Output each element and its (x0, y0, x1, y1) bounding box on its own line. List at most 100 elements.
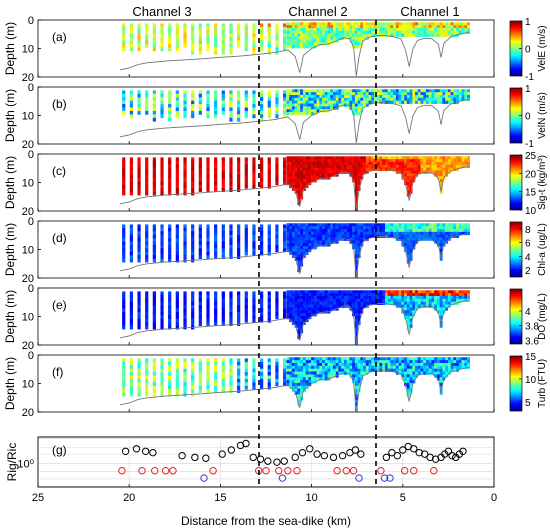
data-cell (343, 362, 347, 367)
data-cell (214, 234, 218, 239)
data-cell (311, 307, 315, 311)
data-cell (297, 240, 301, 244)
data-cell (404, 313, 408, 317)
data-cell (289, 106, 293, 110)
data-cell (214, 114, 218, 119)
data-cell (175, 181, 179, 186)
data-cell (302, 371, 306, 375)
data-cell (160, 375, 164, 380)
data-cell (206, 114, 210, 119)
data-cell (168, 117, 172, 122)
data-cell (286, 159, 290, 163)
data-cell (423, 290, 427, 294)
data-cell (374, 167, 377, 171)
data-cell (352, 240, 356, 244)
scatter-point-0 (399, 446, 407, 454)
data-cell (305, 109, 309, 113)
data-cell (122, 251, 126, 256)
data-cell (152, 255, 156, 260)
data-cell (434, 234, 438, 238)
data-cell (129, 238, 133, 242)
data-cell (335, 307, 339, 311)
data-cell (297, 313, 301, 317)
data-cell (183, 241, 187, 246)
data-cell (368, 94, 372, 99)
data-cell (368, 228, 372, 233)
data-cell (283, 375, 287, 380)
data-cell (244, 171, 248, 175)
colorbar-tick-label: 8 (525, 225, 531, 236)
data-cell (354, 301, 358, 305)
data-cell (294, 240, 298, 244)
data-cell (313, 164, 317, 169)
data-cell (305, 362, 309, 367)
data-cell (160, 171, 164, 175)
data-cell (423, 164, 427, 169)
data-cell (308, 298, 312, 303)
data-cell (461, 89, 465, 93)
data-cell (415, 295, 418, 300)
data-cell (183, 110, 187, 115)
data-cell (395, 293, 399, 297)
data-cell (352, 301, 356, 305)
data-cell (221, 382, 225, 387)
data-cell (252, 40, 256, 45)
data-cell (368, 33, 372, 37)
data-cell (439, 371, 443, 375)
data-cell (308, 97, 312, 102)
data-cell (283, 167, 287, 172)
data-cell (183, 305, 187, 309)
colorbar-tick-label: 0 (525, 112, 531, 123)
data-cell (349, 295, 353, 300)
data-cell (431, 226, 435, 230)
data-cell (160, 100, 164, 105)
data-cell (426, 164, 429, 169)
data-cell (294, 226, 298, 230)
data-cell (393, 360, 397, 364)
data-cell (360, 164, 364, 169)
data-cell (221, 43, 225, 48)
data-cell (168, 164, 172, 169)
data-cell (343, 231, 347, 236)
data-cell (183, 177, 187, 182)
data-cell (183, 40, 187, 45)
data-cell (122, 361, 126, 366)
data-cell (360, 106, 364, 110)
data-cell (412, 92, 416, 96)
data-cell (308, 161, 312, 166)
data-cell (352, 310, 356, 314)
data-cell (423, 27, 427, 32)
data-cell (461, 97, 465, 102)
data-cell (387, 92, 391, 96)
colorbar-label: Chl-a (ug/L) (537, 223, 548, 276)
data-cell (354, 382, 358, 387)
data-cell (168, 385, 172, 390)
data-cell (297, 92, 301, 96)
data-cell (453, 295, 457, 300)
data-cell (387, 295, 391, 300)
data-cell (398, 94, 402, 99)
data-cell (420, 362, 424, 367)
data-cell (387, 231, 391, 236)
data-cell (398, 89, 402, 93)
data-cell (343, 368, 347, 372)
data-cell (316, 365, 320, 370)
data-cell (376, 92, 380, 96)
y-tick-label: 0 (28, 149, 34, 161)
data-cell (341, 30, 345, 35)
data-cell (152, 251, 156, 256)
data-cell (434, 161, 438, 166)
data-cell (319, 368, 323, 372)
data-cell (145, 375, 149, 380)
x-axis-label: Distance from the sea-dike (km) (181, 514, 351, 528)
data-cell (368, 92, 372, 96)
data-cell (286, 106, 290, 110)
data-cell (168, 375, 172, 380)
data-cell (206, 177, 210, 182)
data-cell (319, 234, 323, 238)
data-cell (308, 226, 312, 230)
data-cell (286, 89, 290, 93)
data-cell (297, 295, 301, 300)
data-cell (316, 357, 320, 361)
data-cell (308, 223, 312, 227)
